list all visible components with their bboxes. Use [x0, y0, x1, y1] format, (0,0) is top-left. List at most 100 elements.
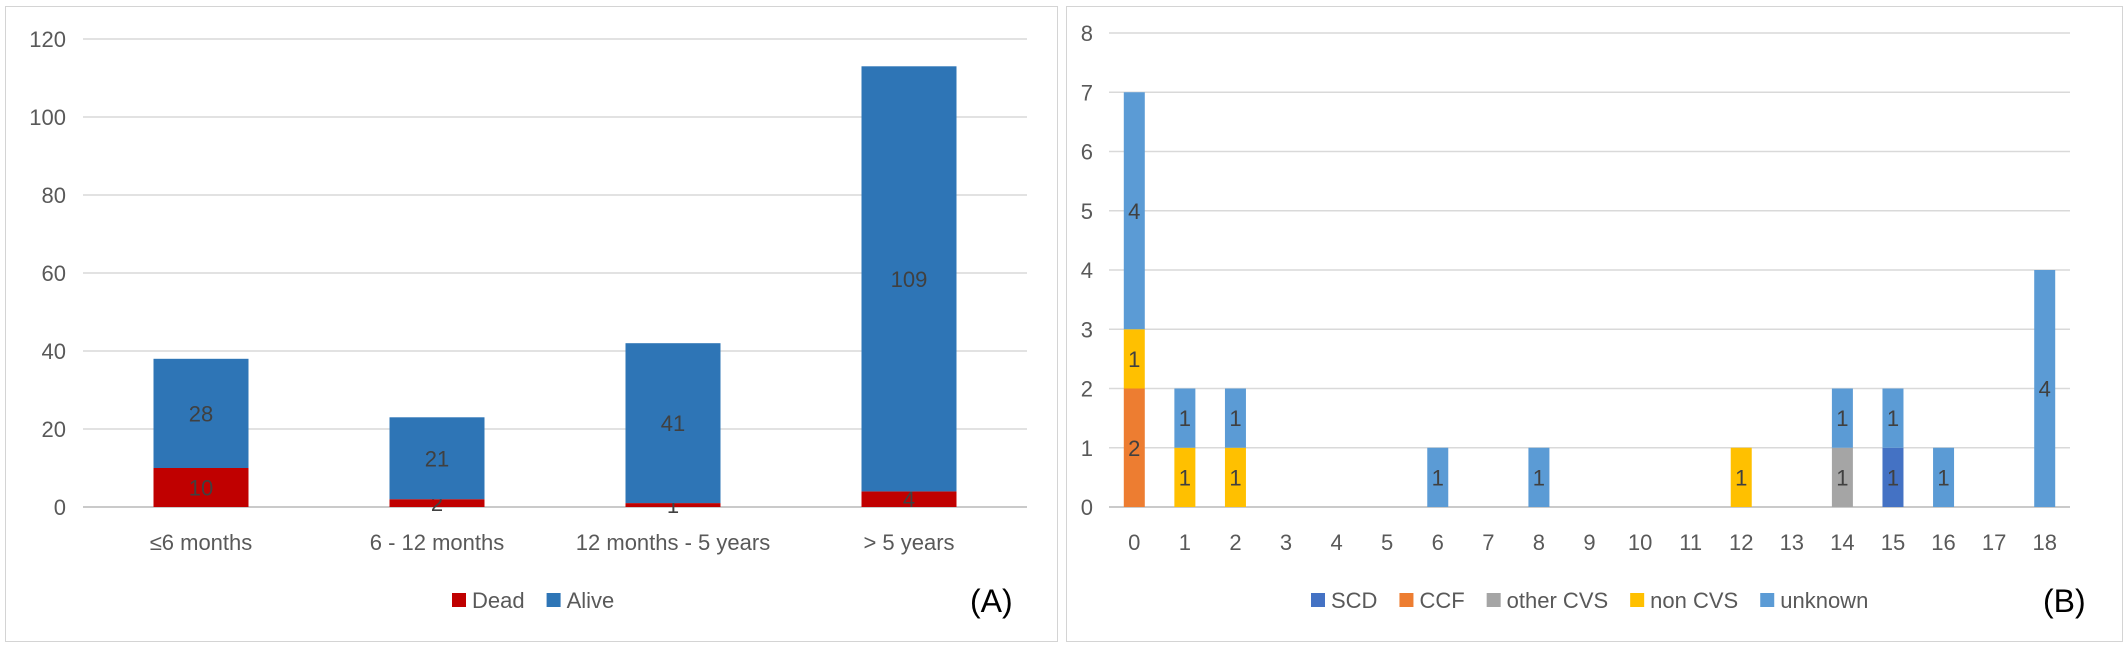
chart-b-data-label-unknown-16: 1	[1937, 465, 1949, 490]
chart-b-x-tick-label: 1	[1179, 530, 1191, 555]
chart-a-legend-swatch-dead	[452, 593, 466, 607]
chart-b-legend-swatch-unknown	[1760, 593, 1775, 607]
chart-b-x-tick-label: 9	[1583, 530, 1595, 555]
chart-a-data-label-dead-5-years: 4	[903, 487, 915, 512]
chart-b-x-tick-label: 16	[1931, 530, 1955, 555]
chart-b-x-tick-label: 18	[2032, 530, 2056, 555]
chart-a-y-tick-label: 100	[29, 105, 66, 130]
chart-b-data-label-unknown-1: 1	[1179, 406, 1191, 431]
chart-b-legend-label-ccf: CCF	[1419, 588, 1464, 613]
chart-a-x-tick-label: 12 months - 5 years	[576, 530, 770, 555]
chart-b-y-tick-label: 7	[1081, 80, 1093, 105]
chart-b-bar-non-cvs-0	[1123, 329, 1145, 389]
panel-b-label: (B)	[2043, 583, 2086, 619]
chart-b-y-tick-label: 6	[1081, 140, 1093, 165]
chart-b-data-label-unknown-8: 1	[1533, 465, 1545, 490]
chart-a-y-tick-label: 20	[42, 417, 66, 442]
chart-a-data-label-alive-6-months: 28	[189, 401, 213, 426]
chart-b-bar-unknown-1	[1174, 388, 1196, 448]
chart-b-x-tick-label: 7	[1482, 530, 1494, 555]
chart-b-data-label-scd-15: 1	[1887, 465, 1899, 490]
chart-b-legend-swatch-non-cvs	[1630, 593, 1645, 607]
chart-a-data-label-alive-6-12-months: 21	[425, 446, 449, 471]
chart-a-y-tick-label: 40	[42, 339, 66, 364]
chart-b-x-tick-label: 17	[1982, 530, 2006, 555]
chart-a-bar-alive-5-years	[861, 66, 957, 492]
chart-b-bar-ccf-0	[1123, 388, 1145, 507]
chart-b-bar-unknown-6	[1427, 447, 1449, 507]
chart-b-y-tick-label: 0	[1081, 495, 1093, 520]
chart-b-legend-label-scd: SCD	[1331, 588, 1377, 613]
chart-a-x-tick-label: 6 - 12 months	[370, 530, 505, 555]
chart-b-legend-label-non-cvs: non CVS	[1650, 588, 1738, 613]
chart-b-legend-label-other-cvs: other CVS	[1507, 588, 1609, 613]
chart-b-bar-unknown-15	[1882, 388, 1904, 448]
chart-b-bar-unknown-2	[1224, 388, 1246, 448]
chart-a-bar-alive-6-12-months	[389, 417, 485, 500]
chart-b-legend-label-unknown: unknown	[1780, 588, 1868, 613]
chart-b-x-tick-label: 0	[1128, 530, 1140, 555]
chart-a-bar-alive-6-months	[153, 358, 249, 468]
chart-b-data-label-unknown-2: 1	[1229, 406, 1241, 431]
chart-b-bar-non-cvs-12	[1730, 447, 1752, 507]
chart-b-x-tick-label: 12	[1729, 530, 1753, 555]
chart-b-x-tick-label: 14	[1830, 530, 1854, 555]
chart-a-bar-dead-12-months-5-years	[625, 503, 721, 507]
chart-b-x-tick-label: 11	[1679, 530, 1702, 555]
chart-a-data-label-alive-5-years: 109	[891, 267, 928, 292]
chart-b-legend-swatch-ccf	[1399, 593, 1414, 607]
chart-b-data-label-non-cvs-2: 1	[1229, 465, 1241, 490]
chart-b-data-label-unknown-0: 4	[1128, 199, 1140, 224]
chart-a-legend-label-alive: Alive	[567, 588, 615, 613]
chart-b-bar-unknown-16	[1933, 447, 1955, 507]
chart-panel-a: 0 20 40 60 80 100 120 10 28 ≤6 months 2 21 6 - 12 mo…	[5, 6, 1058, 642]
chart-b-data-label-non-cvs-1: 1	[1179, 465, 1191, 490]
chart-b-y-tick-label: 3	[1081, 317, 1093, 342]
chart-a-y-tick-label: 80	[42, 183, 66, 208]
chart-b-data-label-unknown-6: 1	[1432, 465, 1444, 490]
chart-b-data-label-non-cvs-0: 1	[1128, 347, 1140, 372]
chart-b-bar-unknown-18	[2034, 270, 2056, 507]
panel-a-label: (A)	[970, 583, 1013, 619]
chart-b-data-label-ccf-0: 2	[1128, 436, 1140, 461]
chart-b-data-label-unknown-18: 4	[2039, 377, 2051, 402]
chart-a-bar-dead-5-years	[861, 491, 957, 507]
chart-b-x-tick-label: 10	[1628, 530, 1652, 555]
chart-b-x-tick-label: 8	[1533, 530, 1545, 555]
chart-a-data-label-dead-6-months: 10	[189, 476, 213, 501]
chart-b-y-tick-label: 1	[1081, 436, 1093, 461]
chart-a-bar-alive-12-months-5-years	[625, 343, 721, 504]
chart-b-bar-non-cvs-2	[1224, 447, 1246, 507]
chart-b-bar-non-cvs-1	[1174, 447, 1196, 507]
chart-b-bar-unknown-0	[1123, 92, 1145, 330]
chart-b-y-tick-label: 8	[1081, 21, 1093, 46]
chart-a-bar-dead-6-12-months	[389, 499, 485, 507]
chart-b-legend-swatch-other-cvs	[1486, 593, 1501, 607]
chart-b-x-tick-label: 5	[1381, 530, 1393, 555]
chart-b-bar-unknown-8	[1528, 447, 1550, 507]
chart-b-legend-swatch-scd	[1311, 593, 1325, 607]
chart-b-y-tick-label: 2	[1081, 377, 1093, 402]
chart-b-data-label-other-cvs-14: 1	[1836, 465, 1848, 490]
chart-b-x-tick-label: 15	[1881, 530, 1905, 555]
chart-b-bar-unknown-14	[1831, 388, 1853, 448]
chart-b-y-tick-label: 4	[1081, 258, 1093, 283]
chart-b-x-tick-label: 6	[1432, 530, 1444, 555]
chart-b-x-tick-label: 13	[1780, 530, 1804, 555]
chart-b-x-tick-label: 2	[1229, 530, 1241, 555]
chart-a-x-tick-label: ≤6 months	[150, 530, 253, 555]
chart-a-x-tick-label: > 5 years	[863, 530, 954, 555]
chart-a-bar-dead-6-months	[153, 468, 249, 507]
chart-b-bar-other-cvs-14	[1831, 447, 1853, 507]
chart-b-x-tick-label: 3	[1280, 530, 1292, 555]
chart-b-data-label-unknown-14: 1	[1836, 406, 1848, 431]
chart-a-y-tick-label: 120	[29, 27, 66, 52]
chart-a-legend-swatch-alive	[546, 593, 561, 607]
chart-a-y-tick-label: 60	[42, 261, 66, 286]
chart-a-y-tick-label: 0	[54, 495, 66, 520]
chart-b-y-tick-label: 5	[1081, 199, 1093, 224]
chart-b-bar-scd-15	[1882, 447, 1904, 507]
chart-b-x-tick-label: 4	[1330, 530, 1342, 555]
